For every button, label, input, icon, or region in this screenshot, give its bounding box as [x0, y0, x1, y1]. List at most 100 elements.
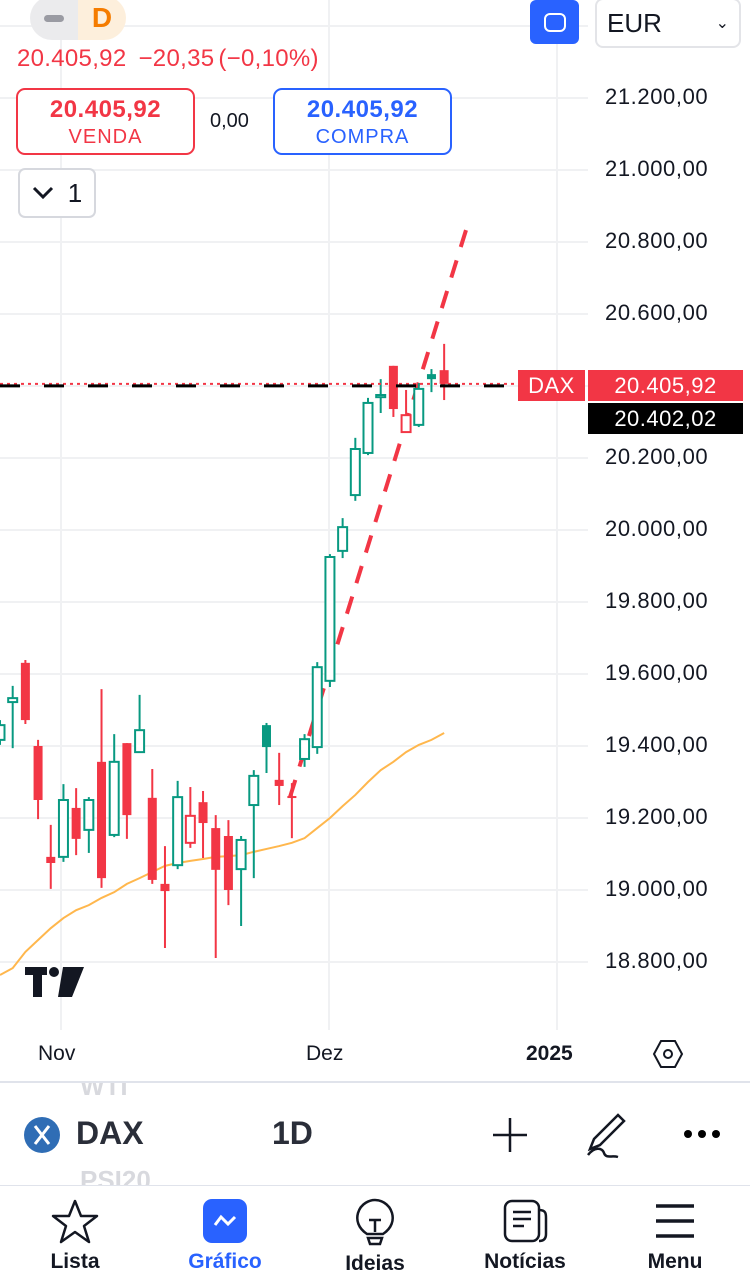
tab-label: Notícias	[484, 1250, 566, 1273]
quote-line: 20.405,92 −20,35 (−0,10%)	[17, 45, 331, 73]
candle-body	[7, 697, 19, 704]
currency-select[interactable]: EUR ⌄	[595, 0, 741, 48]
sell-label: VENDA	[68, 126, 143, 148]
candle	[134, 694, 146, 754]
candle	[71, 788, 81, 856]
star-icon	[51, 1199, 99, 1244]
candle-body	[274, 779, 284, 786]
fullscreen-button[interactable]	[530, 0, 579, 44]
add-icon[interactable]	[490, 1115, 530, 1155]
more-icon[interactable]	[682, 1127, 722, 1141]
ghost-symbol-below: PSI20	[80, 1165, 151, 1186]
interval-badge: D	[78, 0, 126, 40]
candle	[7, 685, 19, 749]
moving-average-line	[0, 732, 445, 976]
candle	[184, 787, 196, 848]
candle-body	[198, 802, 208, 824]
candle-body	[71, 807, 81, 839]
x-tick-dez: Dez	[306, 1042, 344, 1065]
y-tick-label: 19.000,00	[605, 876, 709, 901]
tab-noticias[interactable]: Notícias	[450, 1186, 600, 1283]
chevron-down-icon	[32, 186, 53, 200]
candle	[299, 734, 311, 767]
last-price: 20.405,92	[17, 45, 127, 72]
candle-body	[20, 662, 30, 721]
drawing-pen-icon[interactable]	[582, 1111, 632, 1161]
candle-body	[400, 414, 412, 434]
candle-body	[211, 828, 221, 870]
chart-icon	[203, 1199, 247, 1243]
candle-body	[375, 394, 387, 399]
candle-body	[248, 774, 260, 807]
secondary-price-tag: 20.402,02	[588, 403, 743, 434]
tab-label: Lista	[50, 1250, 100, 1273]
candle-body	[324, 556, 336, 682]
y-tick-label: 19.200,00	[605, 804, 709, 829]
interval-pill[interactable]: D	[30, 0, 126, 40]
last-price-tag: 20.405,92	[588, 370, 743, 401]
tab-ideias[interactable]: Ideias	[300, 1186, 450, 1283]
symbol-button[interactable]: DAX	[76, 1115, 144, 1151]
tab-menu[interactable]: Menu	[600, 1186, 750, 1283]
candle-body	[299, 738, 311, 760]
candle-body	[33, 746, 43, 800]
candle-body	[388, 365, 398, 410]
candle-body	[287, 796, 297, 799]
hamburger-icon	[656, 1204, 694, 1238]
candle	[108, 734, 120, 838]
candle	[20, 659, 30, 725]
fullscreen-icon	[543, 12, 566, 32]
candle-body	[413, 387, 425, 426]
candle	[46, 824, 56, 889]
candle-body	[57, 799, 69, 858]
symbol-toolbar: WTI PSI20 DAX 1D	[0, 1081, 750, 1186]
candle-body	[46, 856, 56, 863]
candle	[337, 518, 349, 559]
y-tick-label: 20.200,00	[605, 444, 709, 469]
quantity-dropdown[interactable]: 1	[18, 168, 96, 218]
candle-body	[349, 448, 361, 497]
tradingview-logo	[25, 967, 84, 997]
candle	[439, 343, 449, 401]
newspaper-icon	[503, 1199, 548, 1243]
tab-lista[interactable]: Lista	[0, 1186, 150, 1283]
lightbulb-icon	[356, 1198, 394, 1246]
candle	[198, 791, 208, 858]
candle	[362, 397, 374, 456]
candle	[223, 820, 233, 906]
candle-body	[426, 374, 436, 380]
candle	[349, 437, 361, 501]
spread-value: 0,00	[210, 110, 249, 132]
y-tick-label: 19.600,00	[605, 660, 709, 685]
candle	[0, 720, 6, 745]
candle-body	[97, 761, 107, 879]
chart-settings-icon[interactable]	[652, 1038, 684, 1070]
buy-button[interactable]: 20.405,92 COMPRA	[273, 88, 452, 155]
y-tick-label: 20.800,00	[605, 228, 709, 253]
sell-button[interactable]: 20.405,92 VENDA	[16, 88, 195, 155]
price-change: −20,35	[138, 45, 215, 72]
candle	[261, 722, 271, 773]
collapse-icon[interactable]	[30, 0, 78, 40]
candle-body	[108, 760, 120, 836]
chevron-down-icon: ⌄	[715, 15, 729, 32]
x-tick-nov: Nov	[38, 1042, 76, 1065]
x-tick-2025: 2025	[526, 1042, 573, 1065]
candle-body	[172, 796, 184, 867]
candle	[33, 739, 43, 820]
price-chart[interactable]	[0, 0, 750, 1030]
candle-body	[362, 401, 374, 454]
tab-grafico[interactable]: Gráfico	[150, 1186, 300, 1283]
candle-body	[147, 797, 157, 880]
candle	[83, 797, 95, 853]
y-tick-label: 20.600,00	[605, 300, 709, 325]
sell-price: 20.405,92	[49, 96, 162, 123]
candle	[426, 369, 436, 393]
candle	[413, 383, 425, 428]
candle-body	[223, 836, 233, 890]
interval-button[interactable]: 1D	[272, 1115, 313, 1151]
candle-body	[184, 814, 196, 844]
candle-body	[311, 666, 323, 749]
buy-label: COMPRA	[315, 126, 410, 148]
tab-label: Ideias	[345, 1252, 405, 1275]
